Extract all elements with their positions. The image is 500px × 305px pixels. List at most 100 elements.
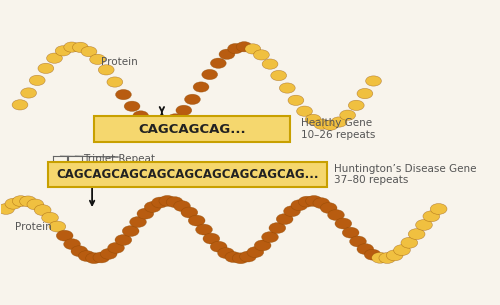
Circle shape: [210, 58, 226, 68]
Circle shape: [38, 63, 54, 74]
Circle shape: [142, 117, 157, 127]
Circle shape: [64, 239, 80, 249]
Circle shape: [166, 197, 183, 207]
Circle shape: [386, 250, 403, 261]
Circle shape: [49, 221, 66, 232]
Circle shape: [203, 233, 220, 244]
Circle shape: [5, 198, 21, 209]
Circle shape: [168, 114, 183, 124]
Circle shape: [408, 229, 425, 239]
Circle shape: [357, 88, 373, 99]
Circle shape: [348, 100, 364, 110]
Circle shape: [133, 111, 148, 121]
Text: CAGCAGCAGCAGCAGCAGCAGCAGCAG...: CAGCAGCAGCAGCAGCAGCAGCAGCAG...: [56, 168, 318, 181]
Circle shape: [335, 218, 351, 229]
Circle shape: [269, 223, 285, 233]
Circle shape: [122, 226, 139, 236]
Circle shape: [416, 220, 432, 230]
Circle shape: [401, 237, 417, 248]
Circle shape: [298, 196, 315, 207]
Circle shape: [188, 215, 205, 226]
Circle shape: [271, 70, 286, 81]
Text: Protein: Protein: [102, 57, 138, 67]
Circle shape: [12, 196, 29, 206]
Circle shape: [366, 76, 382, 86]
Circle shape: [0, 203, 14, 214]
Circle shape: [56, 230, 73, 241]
Circle shape: [262, 59, 278, 69]
Circle shape: [108, 242, 124, 253]
Circle shape: [137, 208, 154, 219]
Circle shape: [78, 251, 95, 261]
Circle shape: [27, 199, 44, 210]
Circle shape: [379, 253, 396, 264]
Circle shape: [72, 42, 88, 52]
Circle shape: [100, 249, 117, 259]
Circle shape: [254, 240, 271, 251]
Circle shape: [34, 205, 51, 216]
Circle shape: [276, 214, 293, 224]
Circle shape: [193, 82, 209, 92]
Circle shape: [291, 200, 308, 211]
Circle shape: [306, 114, 321, 124]
Circle shape: [98, 65, 114, 75]
Circle shape: [176, 105, 192, 116]
Circle shape: [81, 46, 97, 57]
Circle shape: [247, 247, 264, 257]
Circle shape: [340, 110, 355, 120]
Circle shape: [322, 120, 338, 130]
Bar: [48, 162, 327, 187]
Circle shape: [124, 101, 140, 111]
Text: Protein: Protein: [16, 221, 52, 231]
Circle shape: [20, 196, 36, 207]
Circle shape: [20, 88, 36, 98]
Text: Triplet Repeat: Triplet Repeat: [83, 153, 155, 163]
Text: CAGCAGCAG...: CAGCAGCAG...: [138, 123, 246, 136]
Circle shape: [107, 77, 123, 87]
Circle shape: [86, 253, 102, 264]
Circle shape: [262, 231, 278, 242]
Circle shape: [64, 42, 80, 52]
Circle shape: [116, 89, 132, 100]
Circle shape: [150, 120, 166, 130]
Circle shape: [423, 211, 440, 222]
Circle shape: [12, 100, 28, 110]
Circle shape: [225, 252, 242, 263]
Circle shape: [328, 210, 344, 221]
Circle shape: [288, 95, 304, 106]
Text: Huntington’s Disease Gene
37–80 repeats: Huntington’s Disease Gene 37–80 repeats: [334, 164, 476, 185]
Circle shape: [158, 119, 174, 129]
Circle shape: [93, 252, 110, 263]
Circle shape: [430, 203, 447, 214]
Circle shape: [219, 49, 235, 59]
Circle shape: [71, 246, 88, 257]
Circle shape: [313, 198, 330, 209]
Circle shape: [284, 206, 300, 217]
Circle shape: [181, 207, 198, 218]
Circle shape: [342, 227, 359, 238]
Circle shape: [210, 241, 227, 252]
Circle shape: [320, 203, 337, 214]
Circle shape: [46, 53, 62, 63]
Circle shape: [331, 117, 347, 127]
Circle shape: [90, 54, 106, 64]
Circle shape: [245, 44, 260, 54]
Circle shape: [196, 224, 212, 235]
Circle shape: [280, 83, 295, 93]
Circle shape: [218, 248, 234, 259]
Circle shape: [159, 196, 176, 206]
Circle shape: [55, 46, 71, 56]
Circle shape: [254, 50, 270, 60]
Circle shape: [394, 245, 410, 256]
Circle shape: [144, 202, 161, 212]
Circle shape: [296, 106, 312, 116]
Circle shape: [364, 249, 381, 260]
Circle shape: [372, 252, 388, 263]
Circle shape: [240, 251, 256, 262]
Circle shape: [306, 196, 322, 206]
Text: Healthy Gene
10–26 repeats: Healthy Gene 10–26 repeats: [302, 118, 376, 140]
Circle shape: [174, 201, 190, 212]
Circle shape: [357, 244, 374, 254]
Circle shape: [115, 235, 132, 246]
Bar: [94, 116, 290, 142]
